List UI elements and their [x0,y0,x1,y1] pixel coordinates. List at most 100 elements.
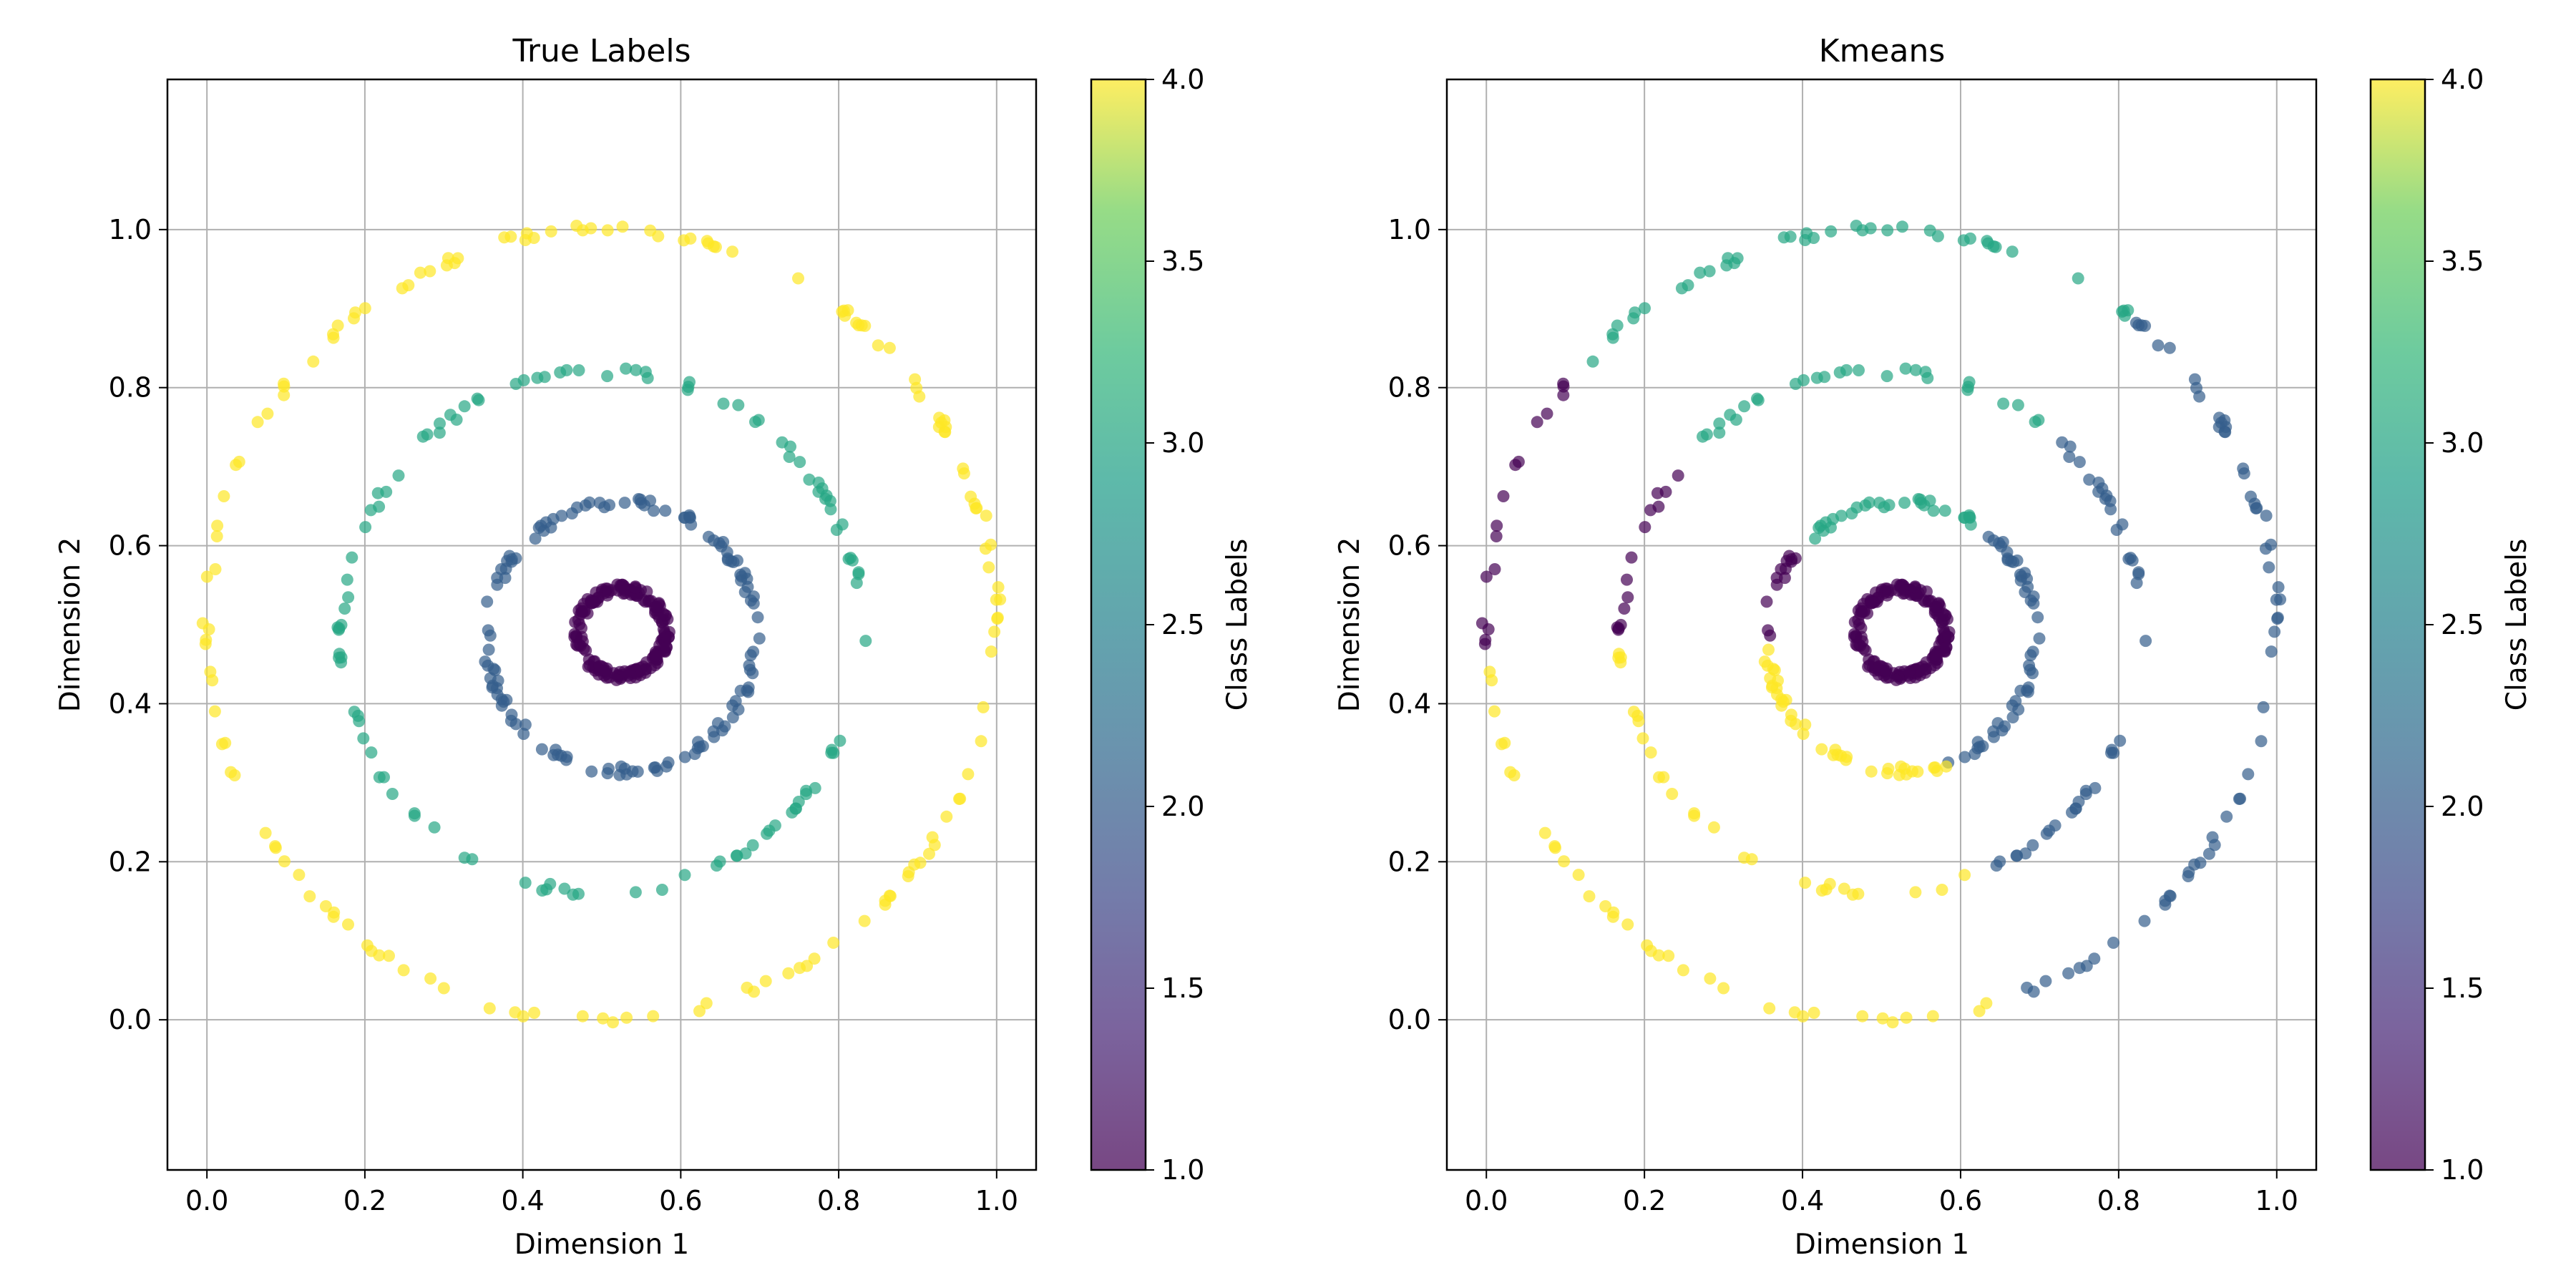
scatter-point [509,718,522,731]
scatter-point [1927,504,1940,517]
scatter-point [1997,397,2010,410]
scatter-point [1850,220,1863,232]
scatter-point [1572,869,1585,882]
x-tick-label: 1.0 [2255,1185,2298,1216]
gridlines [1447,79,2316,1170]
scatter-point [1900,1011,1913,1024]
scatter-point [2107,937,2119,949]
scatter-point [2116,518,2129,531]
scatter-point [1777,696,1790,708]
y-tick-label: 0.8 [1388,372,1431,404]
scatter-point [759,975,772,987]
scatter-point [365,746,378,759]
scatter-point [479,655,492,668]
scatter-point [2104,503,2117,516]
scatter-point [1825,521,1837,534]
x-ticks: 0.0 0.2 0.4 0.6 0.8 1.0 [1465,1170,2298,1216]
scatter-point [2206,831,2219,844]
scatter-point [1797,728,1810,741]
scatter-point [794,962,806,975]
scatter-point [653,612,665,624]
scatter-point [2265,538,2278,551]
colorbar-label: Class Labels [1221,539,1254,711]
scatter-point [2088,952,2101,965]
scatter-point [1880,665,1892,678]
scatter-point [1599,900,1612,912]
scatter-point [794,456,806,469]
scatter-point [1717,982,1730,995]
scatter-point [940,810,953,823]
scatter-point [520,227,533,240]
scatter-point [565,507,578,519]
scatter-point [2039,975,2052,987]
scatter-points [1475,220,2287,1029]
scatter-point [1703,265,1716,278]
scatter-point [358,302,371,315]
scatter-point [653,597,665,610]
y-tick-label: 0.4 [109,688,152,719]
scatter-point [1865,765,1878,778]
scatter-point [357,732,370,745]
y-tick-label: 0.8 [109,372,152,404]
scatter-point [2033,632,2046,645]
scatter-point [1677,964,1689,977]
scatter-point [1938,504,1951,517]
scatter-point [359,521,372,534]
scatter-point [1881,767,1893,780]
scatter-point [626,765,639,778]
scatter-point [1864,222,1877,235]
scatter-point [1707,821,1720,834]
scatter-point [1940,760,1953,773]
scatter-point [736,570,748,583]
scatter-point [327,910,340,923]
scatter-point [1909,364,1922,376]
scatter-point [662,631,675,644]
scatter-point [629,886,642,899]
scatter-point [879,894,892,907]
scatter-point [635,497,648,509]
scatter-point [293,869,306,882]
scatter-point [1482,623,1495,635]
scatter-point [681,384,694,396]
scatter-point [2062,967,2075,980]
scatter-point [684,232,697,245]
scatter-point [2268,625,2281,638]
scatter-point [1797,1010,1809,1023]
scatter-point [711,859,723,872]
scatter-point [1898,497,1911,509]
scatter-point [206,674,219,687]
scatter-point [1987,731,2000,743]
scatter-point [2190,381,2202,394]
scatter-point [834,734,847,747]
scatter-point [620,1011,633,1024]
scatter-point [2117,304,2130,317]
scatter-point [610,673,623,686]
colorbar-tick-label: 1.5 [2441,972,2484,1004]
scatter-point [1845,507,1858,519]
colorbar-tick-label: 4.0 [1161,64,1204,95]
scatter-point [1639,521,1652,534]
scatter-point [1835,509,1848,522]
scatter-point [1942,631,1955,644]
scatter-point [693,1005,706,1018]
scatter-point [2255,735,2268,748]
y-tick-label: 0.6 [109,530,152,562]
colorbar: 1.0 1.5 2.0 2.5 3.0 3.5 4.0 Class Labels [1090,64,1254,1186]
x-tick-label: 0.4 [501,1185,544,1216]
colorbar-gradient [1090,78,1147,1171]
scatter-point [346,551,358,564]
scatter-point [373,949,386,962]
scatter-point [558,882,571,895]
scatter-point [211,519,224,532]
scatter-point [1858,605,1871,618]
scatter-point [721,554,734,567]
scatter-point [528,1006,541,1019]
scatter-point [1864,595,1877,608]
scatter-point [977,701,990,713]
scatter-point [2159,894,2172,907]
scatter-point [545,225,557,238]
scatter-point [1971,736,1984,748]
scatter-point [980,509,992,522]
scatter-point [585,765,598,778]
scatter-point [519,877,532,889]
